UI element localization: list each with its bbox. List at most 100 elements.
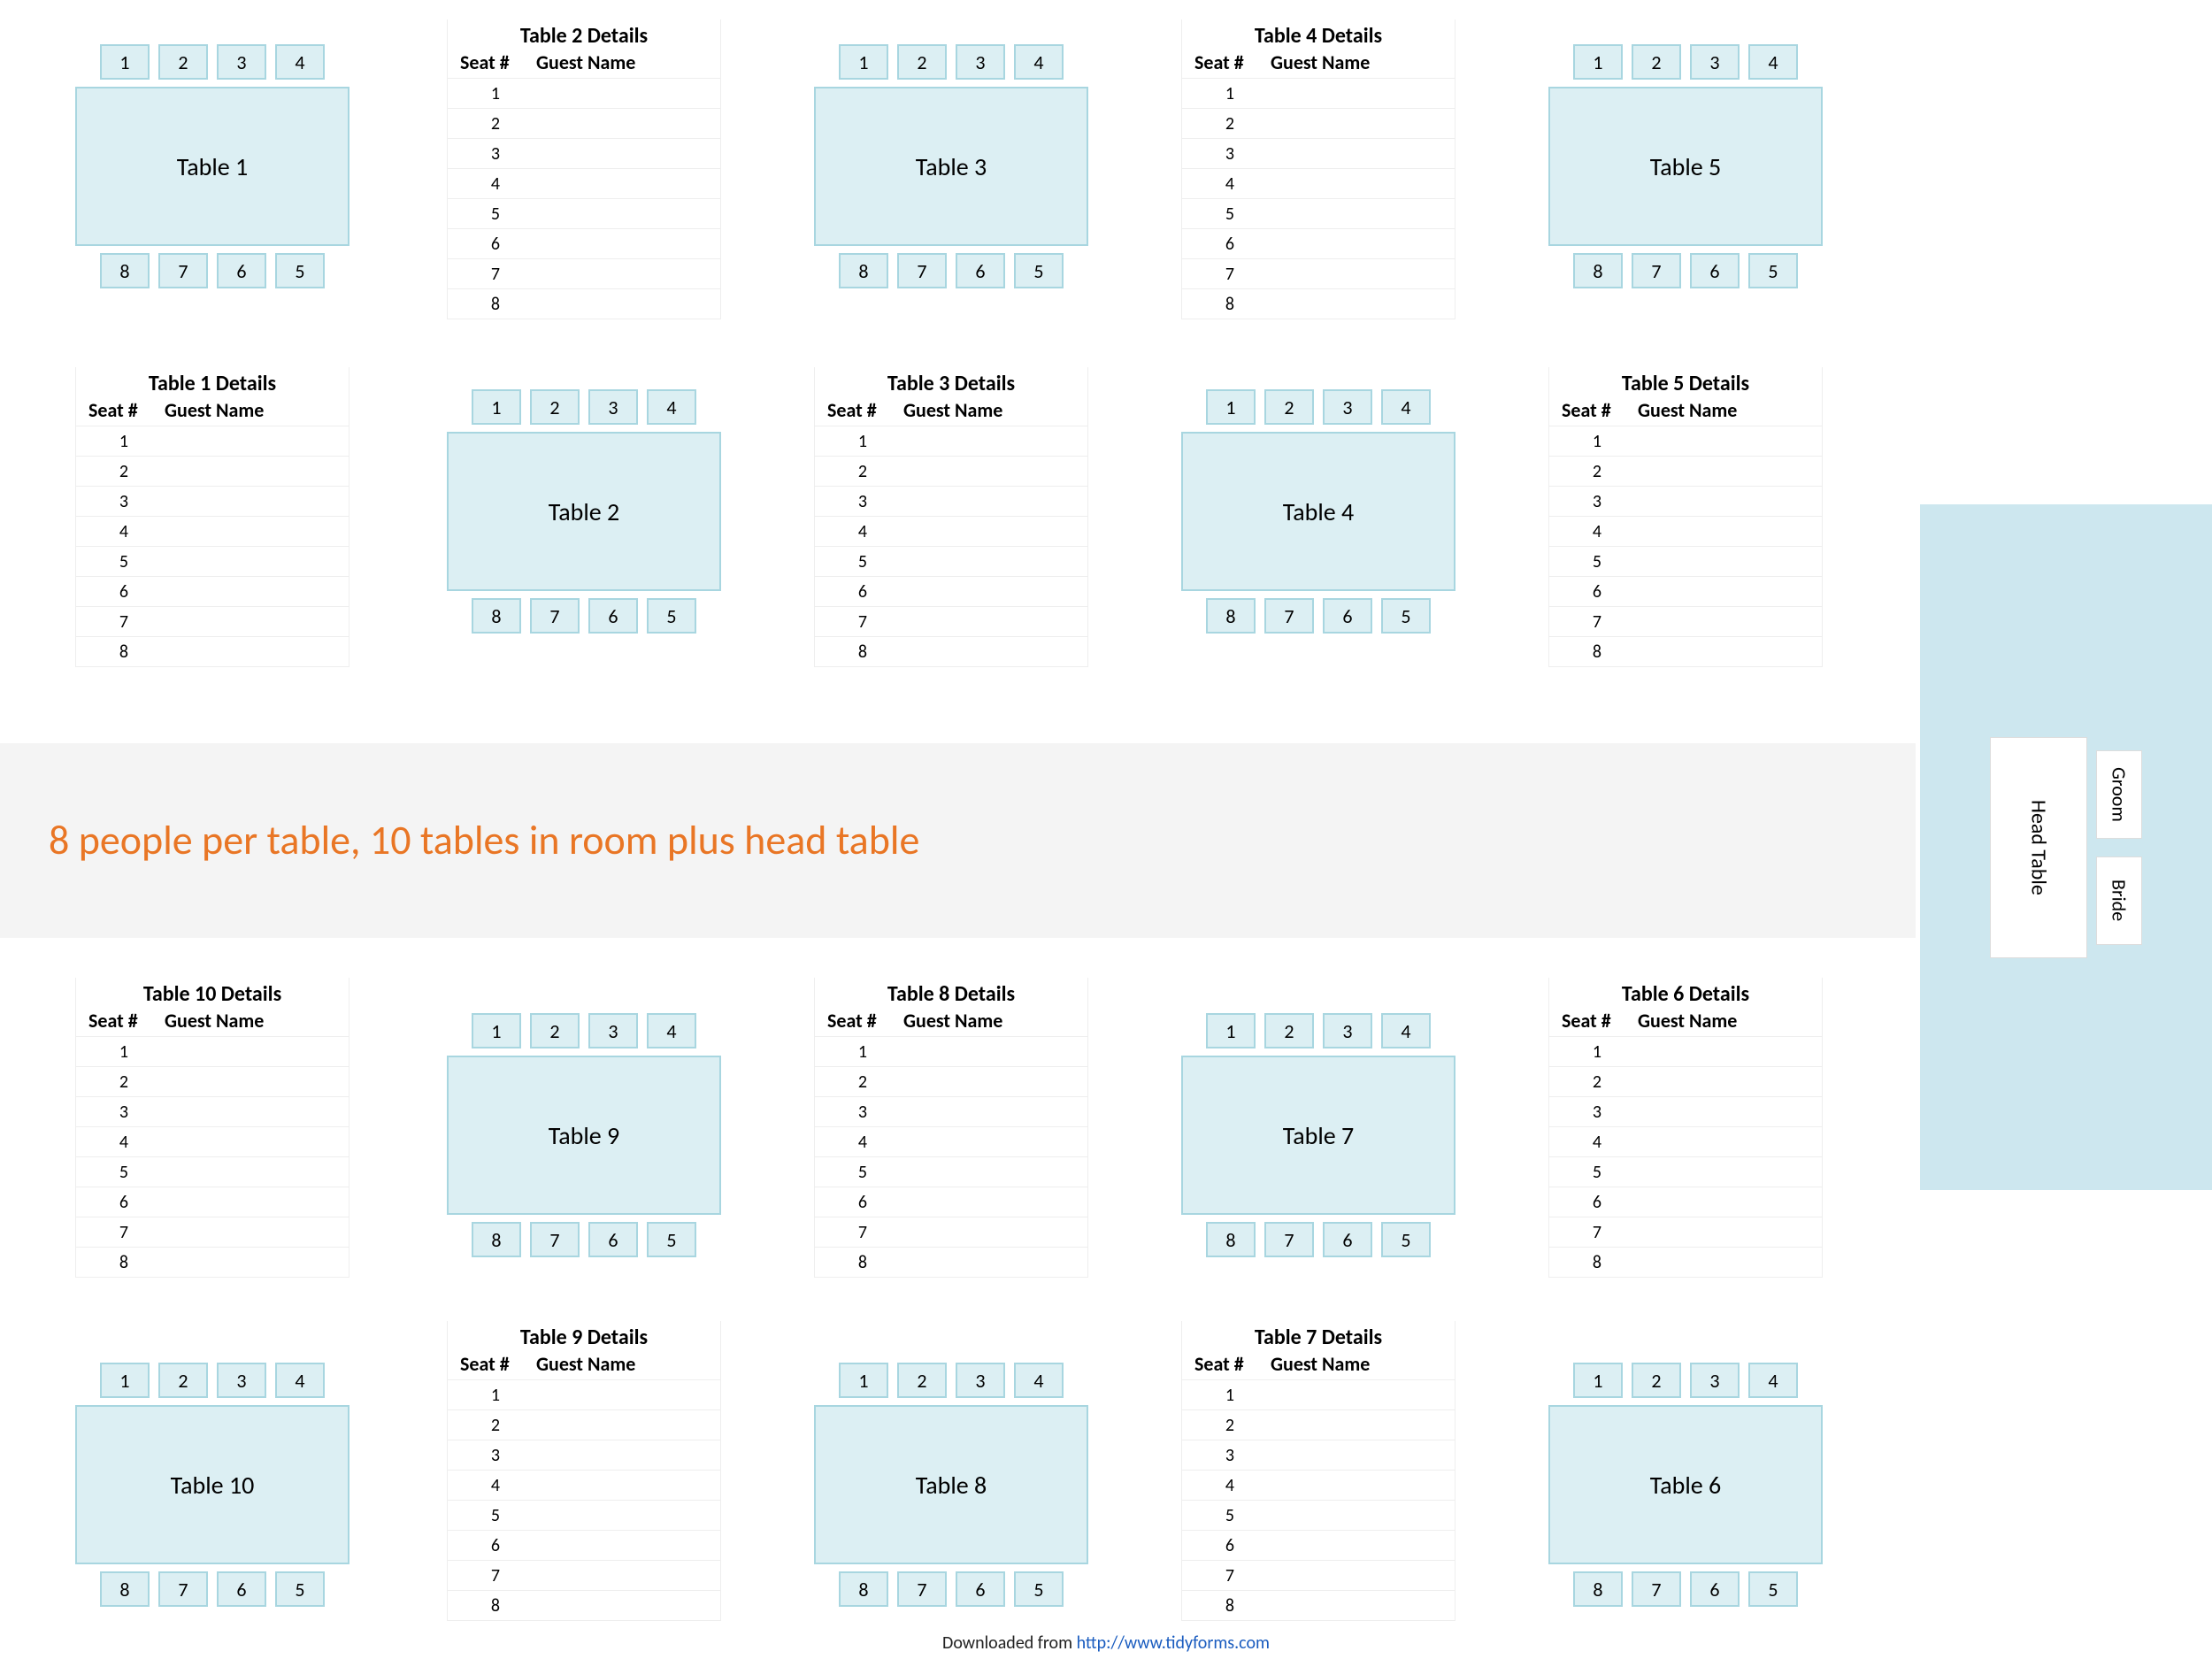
seat-number: 4 (1194, 1475, 1265, 1496)
seat: 4 (275, 1363, 325, 1398)
details-row: 1 (1182, 78, 1455, 108)
table-box: Table 5 (1548, 87, 1823, 246)
table-group: 1234Table 88765 (814, 1363, 1088, 1607)
seat-number: 1 (1194, 83, 1265, 104)
seat-row: 1234 (75, 1363, 349, 1398)
seat: 3 (1690, 1363, 1740, 1398)
seat-row: 8765 (1181, 1222, 1455, 1257)
seat-row: 1234 (814, 1363, 1088, 1398)
seat-number: 8 (1194, 1595, 1265, 1617)
seat-row: 8765 (75, 253, 349, 288)
seat-number: 4 (827, 1132, 898, 1153)
seat: 4 (1748, 44, 1798, 80)
seat: 7 (158, 253, 208, 288)
seat: 5 (275, 253, 325, 288)
seat: 3 (588, 1013, 638, 1048)
seat-row: 1234 (1181, 389, 1455, 425)
seat: 2 (1264, 1013, 1314, 1048)
caption-banner: 8 people per table, 10 tables in room pl… (0, 743, 1916, 938)
seat: 8 (1206, 1222, 1256, 1257)
details-row: 1 (448, 78, 720, 108)
details-row: 7 (1549, 606, 1822, 636)
seat-number: 1 (460, 83, 531, 104)
details-row: 2 (1549, 456, 1822, 486)
details-row: 6 (815, 1187, 1087, 1217)
table-box: Table 2 (447, 432, 721, 591)
seat: 5 (1014, 253, 1064, 288)
details-row: 7 (815, 1217, 1087, 1247)
details-row: 7 (76, 606, 349, 636)
seat-number: 6 (1562, 1192, 1632, 1213)
seat-number: 8 (1194, 294, 1265, 315)
details-row: 6 (76, 1187, 349, 1217)
seat: 6 (588, 598, 638, 634)
details-row: 1 (1549, 1036, 1822, 1066)
details-row: 2 (1182, 108, 1455, 138)
seat: 6 (956, 253, 1005, 288)
seat: 1 (472, 1013, 521, 1048)
details-row: 7 (815, 606, 1087, 636)
table-details: Table 6 DetailsSeat #Guest Name12345678 (1548, 978, 1823, 1278)
seat-number: 7 (88, 611, 159, 633)
details-header: Seat #Guest Name (76, 396, 349, 426)
seat-row: 8765 (1548, 253, 1823, 288)
details-header: Seat #Guest Name (76, 1007, 349, 1036)
table-group: 1234Table 108765 (75, 1363, 349, 1607)
details-row: 2 (76, 456, 349, 486)
details-header: Seat #Guest Name (448, 49, 720, 78)
seat-number: 5 (1562, 1162, 1632, 1183)
seat-number: 8 (1562, 1252, 1632, 1273)
details-row: 4 (815, 1126, 1087, 1156)
seat: 4 (647, 389, 696, 425)
head-table-panel: Head TableGroomBride (1920, 504, 2212, 1190)
seat-number: 7 (827, 1222, 898, 1243)
seat: 4 (1014, 1363, 1064, 1398)
seat-row: 1234 (1181, 1013, 1455, 1048)
col-seat: Seat # (460, 1352, 531, 1376)
table-details: Table 10 DetailsSeat #Guest Name12345678 (75, 978, 349, 1278)
details-row: 1 (1182, 1379, 1455, 1409)
details-row: 8 (815, 636, 1087, 666)
table-details: Table 1 DetailsSeat #Guest Name12345678 (75, 367, 349, 667)
seat: 2 (897, 44, 947, 80)
seat: 5 (1748, 253, 1798, 288)
details-row: 3 (76, 486, 349, 516)
seat-number: 1 (1562, 431, 1632, 452)
seat: 2 (1632, 44, 1681, 80)
details-row: 7 (76, 1217, 349, 1247)
seat-row: 1234 (75, 44, 349, 80)
details-row: 5 (815, 1156, 1087, 1187)
details-row: 5 (1549, 1156, 1822, 1187)
seat: 7 (1264, 598, 1314, 634)
details-row: 3 (815, 486, 1087, 516)
seat-number: 1 (460, 1385, 531, 1406)
details-row: 4 (1182, 168, 1455, 198)
seat: 2 (158, 44, 208, 80)
details-header: Seat #Guest Name (1549, 396, 1822, 426)
details-row: 3 (1549, 1096, 1822, 1126)
head-table-seats: GroomBride (2096, 750, 2142, 945)
details-row: 4 (76, 1126, 349, 1156)
details-row: 3 (815, 1096, 1087, 1126)
seat-number: 2 (1562, 461, 1632, 482)
seat: 4 (1381, 389, 1431, 425)
table-group: 1234Table 18765 (75, 44, 349, 288)
seat: 5 (1381, 1222, 1431, 1257)
details-row: 6 (1182, 228, 1455, 258)
seat-number: 5 (88, 551, 159, 572)
details-title: Table 10 Details (76, 978, 349, 1007)
seat-number: 2 (1194, 113, 1265, 134)
footer-link[interactable]: http://www.tidyforms.com (1077, 1632, 1270, 1654)
details-row: 4 (1549, 516, 1822, 546)
details-row: 3 (448, 138, 720, 168)
seat-row: 1234 (447, 389, 721, 425)
seat: 5 (1748, 1571, 1798, 1607)
details-row: 5 (1182, 198, 1455, 228)
seat-number: 5 (460, 204, 531, 225)
seat-row: 8765 (1181, 598, 1455, 634)
seat: 7 (1632, 1571, 1681, 1607)
seat-row: 8765 (814, 253, 1088, 288)
seat: 2 (530, 389, 580, 425)
table-group: 1234Table 28765 (447, 389, 721, 634)
footer-prefix: Downloaded from (942, 1632, 1077, 1654)
